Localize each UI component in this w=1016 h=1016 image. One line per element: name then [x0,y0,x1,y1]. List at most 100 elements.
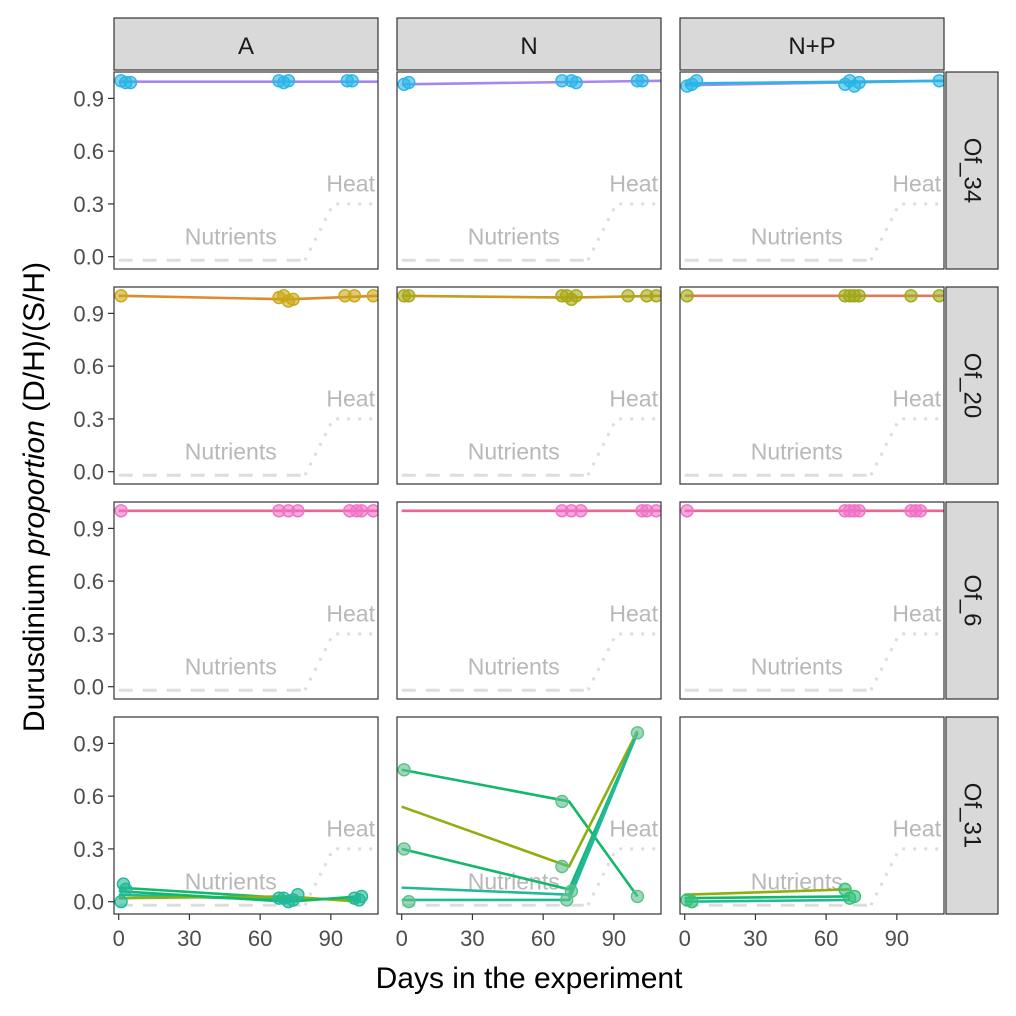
data-point [560,893,574,907]
data-point [574,504,588,518]
y-tick-label: 0.0 [73,890,104,915]
heat-annotation: Heat [892,601,941,627]
panel-border [396,501,662,700]
data-point [932,289,944,303]
heat-annotation: Heat [609,386,658,412]
y-tick-label: 0.9 [73,516,104,541]
y-tick-label: 0.6 [73,569,104,594]
x-tick-label: 60 [248,926,272,951]
series-line [684,79,944,85]
panel-background [680,287,944,484]
row-strip [945,71,999,270]
y-tick-label: 0.3 [73,192,104,217]
heat-annotation: Heat [892,386,941,412]
data-point [347,289,362,303]
panel: Nutrients Heat [679,501,945,700]
panel-content: Nutrients Heat [680,504,944,692]
data-point [555,794,569,809]
y-tick-label: 0.0 [73,675,104,700]
y-axis-title-tail: (D/H)/(S/H) [18,262,51,420]
panel-background [397,502,661,699]
y-tick-label: 0.9 [73,301,104,326]
data-point [397,842,411,856]
y-tick-label: 0.0 [73,460,104,485]
data-point [281,74,296,88]
column-strip [396,17,662,71]
x-tick-label: 60 [814,926,838,951]
row-strip-label: Of_20 [959,353,986,418]
panel-border [113,286,379,485]
y-tick-label: 0.0 [73,245,104,270]
data-point [932,74,944,88]
row-strip [945,501,999,700]
panel-border [679,286,945,485]
series-line [401,730,639,868]
data-point [852,75,866,90]
row-strip [945,716,999,915]
data-point [680,289,694,303]
axes: 0.0 0.3 0.6 0.9 0.0 0.3 0.6 0.9 0.0 0.3 0.6 0.9 0.0 0… [73,86,909,951]
row-strip [945,286,999,485]
y-axis-title: Durusdinium proportion (D/H)/(S/H) [18,262,51,732]
data-point [402,75,416,90]
x-tick-label: 30 [743,926,767,951]
data-point [689,74,704,88]
nutrients-annotation: Nutrients [185,438,277,464]
panel-background [114,502,378,699]
x-tick-label: 60 [531,926,555,951]
series-line [684,898,850,903]
data-point [913,504,928,518]
x-tick-label: 90 [602,926,626,951]
data-point [366,289,378,303]
nutrients-annotation: Nutrients [185,868,277,894]
panel-background [114,717,378,914]
row-strip-label: Of_6 [959,574,986,626]
panel-border [679,716,945,915]
data-point [397,763,411,777]
series-line [401,768,639,898]
x-tick-label: 0 [113,926,125,951]
nutrients-annotation: Nutrients [468,653,560,679]
panel-background [397,287,661,484]
panel-border [113,716,379,915]
data-point [649,504,661,518]
data-point [402,289,416,303]
heat-annotation: Heat [326,171,375,197]
x-tick-label: 30 [177,926,201,951]
column-strip-label: N [520,33,537,60]
y-tick-label: 0.3 [73,407,104,432]
nutrients-annotation: Nutrients [751,653,843,679]
y-axis-title-main: Durusdinium [18,555,51,732]
data-point [123,75,138,90]
data-point [847,889,862,904]
panel-border [679,501,945,700]
panel-background [397,72,661,269]
nutrients-annotation: Nutrients [751,223,843,249]
data-point [291,887,305,902]
nutrients-annotation: Nutrients [185,653,277,679]
data-point [402,894,416,909]
x-tick-label: 90 [885,926,909,951]
x-tick-label: 0 [396,926,408,951]
data-point [354,504,369,518]
data-point [635,74,649,88]
data-point [345,74,359,88]
data-point [114,504,128,518]
data-point [119,882,133,897]
panel-background [397,717,661,914]
x-tick-label: 90 [319,926,343,951]
heat-annotation: Heat [609,171,658,197]
